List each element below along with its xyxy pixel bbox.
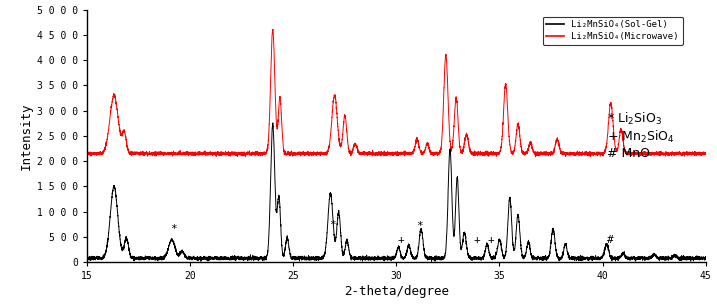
- Text: #: #: [607, 235, 614, 245]
- X-axis label: 2-theta/degree: 2-theta/degree: [344, 285, 449, 299]
- Text: +: +: [488, 235, 495, 245]
- Text: *: *: [416, 221, 422, 231]
- Y-axis label: Intensity: Intensity: [20, 102, 33, 170]
- Legend: Li₂MnSiO₄(Sol-Gel), Li₂MnSiO₄(Microwave): Li₂MnSiO₄(Sol-Gel), Li₂MnSiO₄(Microwave): [543, 17, 683, 44]
- Text: *: *: [329, 220, 336, 230]
- Text: +: +: [473, 235, 480, 244]
- Text: +: +: [397, 235, 404, 245]
- Text: * Li$_2$SiO$_3$
+ Mn$_2$SiO$_4$
# MnO: * Li$_2$SiO$_3$ + Mn$_2$SiO$_4$ # MnO: [607, 111, 674, 160]
- Text: *: *: [171, 224, 177, 234]
